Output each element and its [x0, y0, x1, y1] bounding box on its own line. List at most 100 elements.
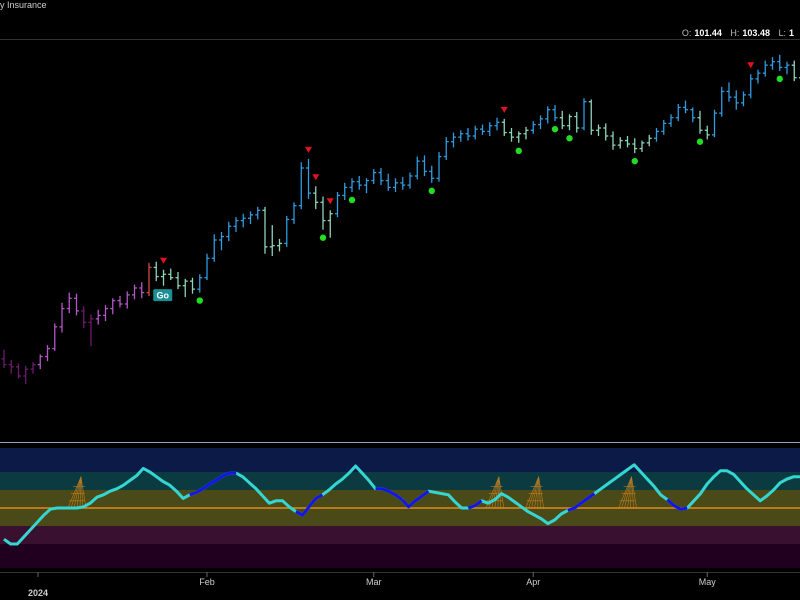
price-bar — [190, 277, 195, 294]
price-bar — [799, 77, 800, 79]
price-bar — [487, 122, 493, 136]
price-bar — [480, 124, 485, 135]
price-bar — [349, 178, 355, 192]
price-bar — [429, 165, 435, 183]
price-bar — [509, 128, 514, 142]
price-bar — [654, 128, 659, 142]
price-bar — [161, 269, 166, 286]
green-dot-marker — [196, 297, 203, 304]
go-badge-label: Go — [157, 291, 170, 301]
price-bar — [545, 106, 551, 124]
price-bars — [1, 54, 800, 384]
mesh-line — [537, 476, 539, 509]
mesh-line — [70, 476, 82, 509]
price-bar — [277, 238, 282, 252]
mesh-line — [538, 476, 541, 509]
price-bar — [639, 140, 645, 152]
down-arrow-marker — [747, 62, 755, 69]
price-bar — [581, 98, 587, 131]
price-bar — [66, 292, 72, 314]
price-bar — [248, 211, 253, 224]
mesh-line — [631, 476, 634, 509]
oscillator-band — [0, 544, 800, 568]
price-bar — [675, 104, 681, 122]
price-bar — [530, 121, 536, 134]
low-label: L: — [778, 28, 786, 38]
x-axis-month-label: May — [699, 577, 717, 587]
price-bar — [407, 172, 413, 189]
down-arrow-marker — [326, 198, 334, 205]
down-arrow-marker — [160, 257, 167, 264]
price-bar — [95, 309, 101, 325]
price-bar — [472, 125, 478, 140]
price-bar — [422, 155, 427, 176]
price-bar — [356, 176, 362, 190]
price-bar — [175, 272, 181, 290]
price-bar — [378, 168, 384, 186]
price-bar — [269, 225, 275, 256]
price-bar — [219, 232, 224, 251]
oscillator-strong-segment — [467, 499, 483, 510]
oscillator-band — [0, 448, 800, 472]
open-label: O: — [681, 28, 692, 38]
price-bar — [240, 213, 246, 228]
mesh-line — [618, 476, 632, 509]
price-bar — [52, 323, 58, 351]
price-bar — [755, 69, 761, 84]
price-bar — [777, 54, 783, 71]
oscillator-strong-segment — [567, 492, 596, 512]
price-bar — [574, 112, 580, 133]
price-bar — [306, 158, 311, 199]
price-bar — [567, 114, 572, 131]
price-bar — [632, 138, 638, 154]
price-bar — [364, 178, 369, 194]
price-bar — [371, 169, 377, 184]
price-bar — [385, 173, 391, 191]
down-arrow-marker — [500, 106, 508, 113]
green-dot-marker — [631, 157, 638, 165]
price-bar — [596, 124, 601, 136]
mesh-line — [497, 476, 500, 509]
mesh-line — [621, 476, 632, 509]
price-bar — [226, 221, 232, 242]
down-arrow-marker — [312, 174, 320, 181]
oscillator-strong-segment — [666, 498, 688, 511]
mesh-line — [79, 476, 82, 509]
mesh-line — [67, 476, 82, 509]
green-dot-marker — [696, 138, 704, 145]
price-bar — [197, 274, 203, 293]
price-bar — [465, 128, 471, 141]
green-dot-marker — [551, 125, 559, 133]
price-bar — [712, 109, 717, 138]
price-bar — [16, 363, 21, 379]
price-bar — [8, 360, 14, 374]
price-bar — [132, 284, 137, 300]
oscillator-band — [0, 472, 800, 490]
go-badge: Go — [153, 289, 173, 302]
mesh-line — [80, 476, 84, 509]
price-bar — [393, 178, 398, 192]
price-bar — [748, 74, 754, 99]
oscillator-band — [0, 526, 800, 544]
mesh-line — [531, 476, 539, 509]
price-bar — [342, 182, 348, 200]
price-bar — [443, 137, 449, 160]
oscillator-strong-segment — [375, 487, 403, 501]
oscillator-strong-segment — [189, 471, 237, 497]
x-axis-year-label: 2024 — [28, 588, 48, 598]
price-bar — [335, 192, 340, 218]
mesh-line — [538, 476, 544, 509]
oscillator-bands — [0, 448, 800, 568]
mesh-line — [76, 476, 82, 509]
price-bar — [617, 137, 623, 149]
mesh-line — [534, 476, 539, 509]
oscillator-band — [0, 508, 800, 526]
price-bar — [74, 293, 79, 316]
price-bar — [37, 354, 43, 370]
price-bar — [298, 162, 304, 210]
price-bar — [538, 115, 543, 130]
price-bar — [762, 60, 768, 77]
price-bar — [103, 305, 108, 322]
price-bar — [741, 91, 746, 107]
